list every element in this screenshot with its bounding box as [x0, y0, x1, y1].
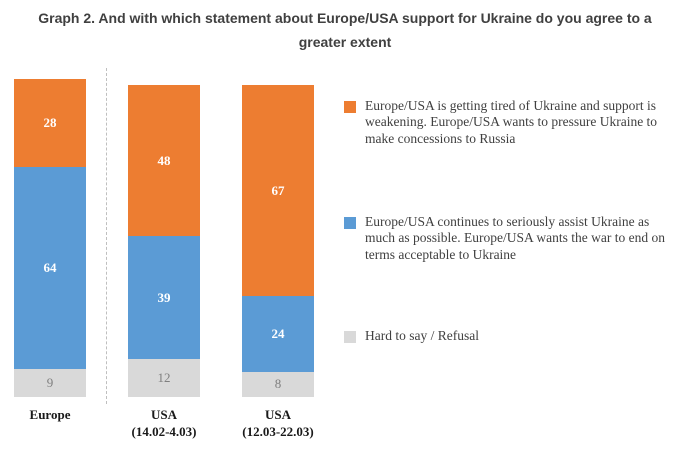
legend-label: Europe/USA continues to seriously assist…: [365, 214, 665, 262]
legend-swatch-icon: [344, 101, 356, 113]
bar-segment: 64: [14, 167, 86, 369]
bar-segment: 28: [14, 78, 86, 168]
bar-segment: 12: [128, 359, 200, 397]
legend: Europe/USA is getting tired of Ukraine a…: [344, 90, 686, 390]
chart-title: Graph 2. And with which statement about …: [38, 10, 652, 50]
legend-item: Europe/USA is getting tired of Ukraine a…: [344, 98, 677, 147]
bar-segment: 39: [128, 236, 200, 360]
bar-segment: 8: [242, 371, 314, 397]
category-label: USA (12.03-22.03): [242, 407, 314, 439]
bar-segment: 9: [14, 368, 86, 397]
legend-item: Europe/USA continues to seriously assist…: [344, 214, 677, 263]
category-label: USA (14.02-4.03): [131, 407, 197, 439]
legend-swatch-icon: [344, 331, 356, 343]
legend-label: Hard to say / Refusal: [365, 328, 479, 343]
dashed-separator: [106, 68, 107, 404]
stacked-bar: 28 64 9: [14, 78, 86, 397]
category-label: Europe: [29, 407, 71, 422]
stacked-bar: 67 24 8: [242, 85, 314, 397]
legend-label: Europe/USA is getting tired of Ukraine a…: [365, 98, 658, 146]
bar-segment: 48: [128, 85, 200, 237]
stacked-bar: 48 39 12: [128, 85, 200, 397]
plot-area: 28 64 9 Europe 48 39 12 USA (14.02-4.03) 67 24 8 USA…: [0, 68, 335, 439]
bar-segment: 24: [242, 296, 314, 372]
legend-item: Hard to say / Refusal: [344, 328, 677, 344]
bar-segment: 67: [242, 85, 314, 297]
legend-swatch-icon: [344, 217, 356, 229]
